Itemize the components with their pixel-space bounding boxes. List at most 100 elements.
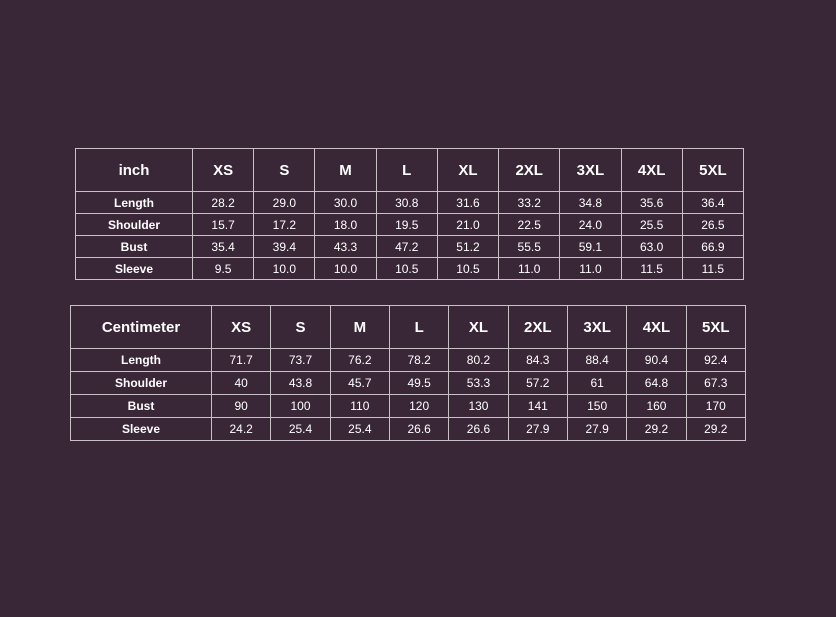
size-column-header: 3XL xyxy=(566,305,628,349)
size-column-header: XL xyxy=(448,305,509,349)
measurement-value-cell: 80.2 xyxy=(448,348,509,372)
measurement-value-cell: 110 xyxy=(329,394,390,418)
measurement-row: Sleeve 9.5 10.0 10.0 10.5 10.5 11.0 11.0 11.5 11.… xyxy=(75,257,745,280)
measurement-value-cell: 49.5 xyxy=(388,371,450,395)
size-column-header: 2XL xyxy=(498,148,561,192)
measurement-value-cell: 24.2 xyxy=(210,417,272,441)
measurement-value-cell: 24.0 xyxy=(559,213,622,236)
measurement-value-cell: 29.0 xyxy=(253,191,316,214)
measurement-value-cell: 73.7 xyxy=(270,348,331,372)
measurement-value-cell: 43.8 xyxy=(270,371,331,395)
measurement-value-cell: 84.3 xyxy=(507,348,568,372)
measurement-value-cell: 71.7 xyxy=(210,348,272,372)
measurement-value-cell: 45.7 xyxy=(329,371,390,395)
measurement-value-cell: 90 xyxy=(210,394,272,418)
measurement-value-cell: 67.3 xyxy=(685,371,747,395)
measurement-value-cell: 53.3 xyxy=(448,371,509,395)
measurement-value-cell: 10.0 xyxy=(314,257,377,280)
measurement-row-label: Shoulder xyxy=(70,371,212,395)
measurement-value-cell: 39.4 xyxy=(253,235,316,258)
size-column-header: L xyxy=(375,148,438,192)
measurement-value-cell: 66.9 xyxy=(681,235,745,258)
measurement-value-cell: 26.6 xyxy=(388,417,450,441)
size-column-header: L xyxy=(388,305,450,349)
measurement-value-cell: 92.4 xyxy=(685,348,747,372)
measurement-value-cell: 17.2 xyxy=(253,213,316,236)
size-column-header: M xyxy=(329,305,390,349)
measurement-value-cell: 29.2 xyxy=(685,417,747,441)
size-column-header: XL xyxy=(436,148,500,192)
measurement-value-cell: 51.2 xyxy=(436,235,500,258)
measurement-value-cell: 78.2 xyxy=(388,348,450,372)
size-column-header: 4XL xyxy=(626,305,687,349)
measurement-value-cell: 25.4 xyxy=(270,417,331,441)
measurement-value-cell: 34.8 xyxy=(559,191,622,214)
measurement-value-cell: 15.7 xyxy=(191,213,255,236)
measurement-value-cell: 88.4 xyxy=(566,348,628,372)
measurement-value-cell: 64.8 xyxy=(626,371,687,395)
measurement-value-cell: 150 xyxy=(566,394,628,418)
measurement-row: Shoulder 40 43.8 45.7 49.5 53.3 57.2 61 64.8 67.3 xyxy=(70,371,747,395)
measurement-value-cell: 63.0 xyxy=(620,235,683,258)
measurement-value-cell: 55.5 xyxy=(498,235,561,258)
unit-header-cell: inch xyxy=(75,148,193,192)
size-table-header-row: inch XS S M L XL 2XL 3XL 4XL 5XL xyxy=(75,148,745,192)
measurement-value-cell: 35.6 xyxy=(620,191,683,214)
measurement-value-cell: 29.2 xyxy=(626,417,687,441)
size-column-header: S xyxy=(270,305,331,349)
measurement-value-cell: 19.5 xyxy=(375,213,438,236)
measurement-value-cell: 30.0 xyxy=(314,191,377,214)
measurement-row: Bust 90 100 110 120 130 141 150 160 170 xyxy=(70,394,747,418)
measurement-value-cell: 36.4 xyxy=(681,191,745,214)
measurement-value-cell: 170 xyxy=(685,394,747,418)
size-column-header: 4XL xyxy=(620,148,683,192)
measurement-row-label: Shoulder xyxy=(75,213,193,236)
measurement-value-cell: 10.0 xyxy=(253,257,316,280)
measurement-value-cell: 11.5 xyxy=(620,257,683,280)
size-column-header: XS xyxy=(210,305,272,349)
measurement-row: Bust 35.4 39.4 43.3 47.2 51.2 55.5 59.1 63.0 66.9 xyxy=(75,235,745,258)
measurement-value-cell: 130 xyxy=(448,394,509,418)
size-column-header: 2XL xyxy=(507,305,568,349)
size-column-header: 5XL xyxy=(681,148,745,192)
measurement-row: Sleeve 24.2 25.4 25.4 26.6 26.6 27.9 27.9 29.2 29… xyxy=(70,417,747,441)
measurement-row-label: Sleeve xyxy=(75,257,193,280)
measurement-value-cell: 160 xyxy=(626,394,687,418)
size-table-header-row: Centimeter XS S M L XL 2XL 3XL 4XL 5XL xyxy=(70,305,747,349)
measurement-value-cell: 11.5 xyxy=(681,257,745,280)
measurement-row: Length 71.7 73.7 76.2 78.2 80.2 84.3 88.4 90.4 92… xyxy=(70,348,747,372)
measurement-value-cell: 40 xyxy=(210,371,272,395)
measurement-value-cell: 26.6 xyxy=(448,417,509,441)
measurement-value-cell: 76.2 xyxy=(329,348,390,372)
size-column-header: S xyxy=(253,148,316,192)
measurement-value-cell: 35.4 xyxy=(191,235,255,258)
measurement-value-cell: 9.5 xyxy=(191,257,255,280)
measurement-value-cell: 100 xyxy=(270,394,331,418)
measurement-value-cell: 59.1 xyxy=(559,235,622,258)
measurement-value-cell: 31.6 xyxy=(436,191,500,214)
measurement-value-cell: 27.9 xyxy=(566,417,628,441)
measurement-value-cell: 26.5 xyxy=(681,213,745,236)
measurement-row-label: Sleeve xyxy=(70,417,212,441)
measurement-row: Shoulder 15.7 17.2 18.0 19.5 21.0 22.5 24.0 25.5… xyxy=(75,213,745,236)
measurement-value-cell: 21.0 xyxy=(436,213,500,236)
measurement-value-cell: 27.9 xyxy=(507,417,568,441)
measurement-value-cell: 10.5 xyxy=(375,257,438,280)
measurement-value-cell: 11.0 xyxy=(498,257,561,280)
measurement-value-cell: 90.4 xyxy=(626,348,687,372)
measurement-row-label: Bust xyxy=(75,235,193,258)
measurement-value-cell: 141 xyxy=(507,394,568,418)
size-column-header: 5XL xyxy=(685,305,747,349)
measurement-value-cell: 10.5 xyxy=(436,257,500,280)
measurement-row-label: Length xyxy=(75,191,193,214)
measurement-row: Length 28.2 29.0 30.0 30.8 31.6 33.2 34.8 35.6 36… xyxy=(75,191,745,214)
measurement-value-cell: 30.8 xyxy=(375,191,438,214)
unit-header-cell: Centimeter xyxy=(70,305,212,349)
measurement-value-cell: 43.3 xyxy=(314,235,377,258)
size-column-header: 3XL xyxy=(559,148,622,192)
measurement-value-cell: 61 xyxy=(566,371,628,395)
size-column-header: XS xyxy=(191,148,255,192)
measurement-value-cell: 22.5 xyxy=(498,213,561,236)
measurement-value-cell: 120 xyxy=(388,394,450,418)
measurement-value-cell: 25.5 xyxy=(620,213,683,236)
